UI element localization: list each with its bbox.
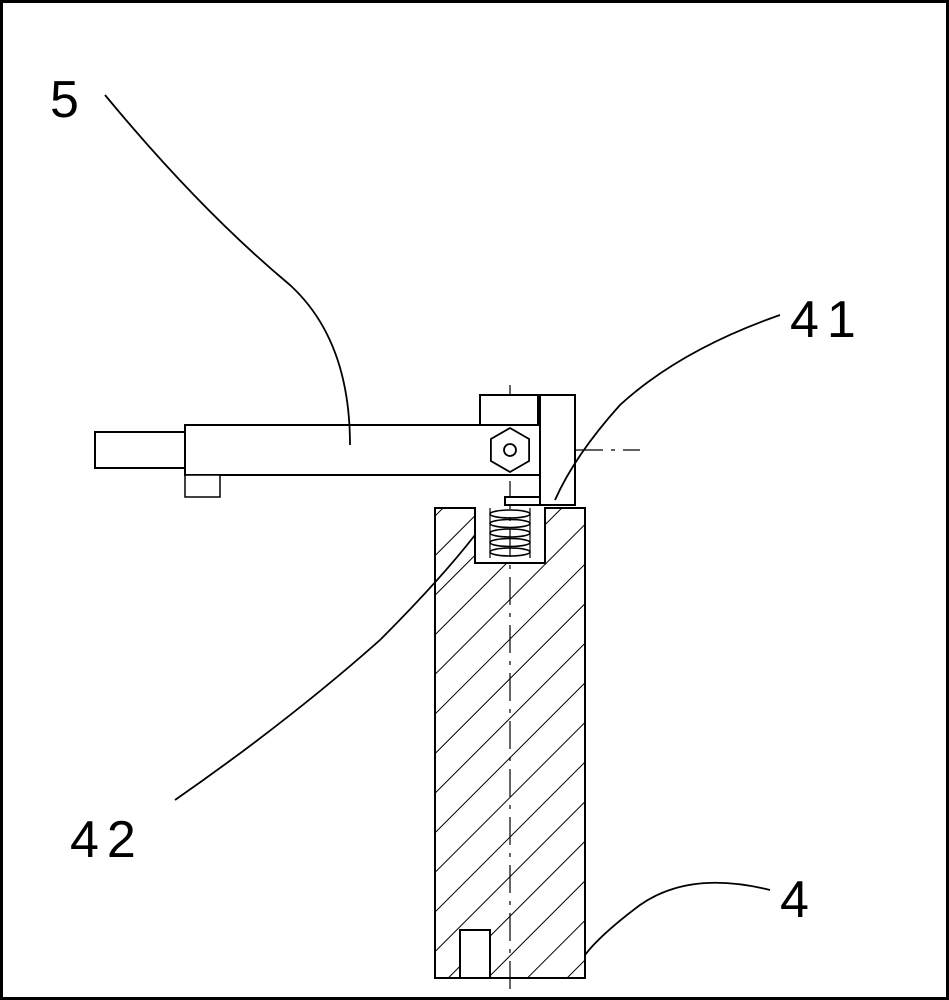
label-5: 5 [50, 70, 87, 130]
horizontal-arm [95, 425, 540, 497]
label-42: 42 [70, 810, 144, 870]
label-41: 41 [790, 290, 864, 350]
label-4: 4 [780, 870, 817, 930]
vertical-column [435, 508, 585, 978]
